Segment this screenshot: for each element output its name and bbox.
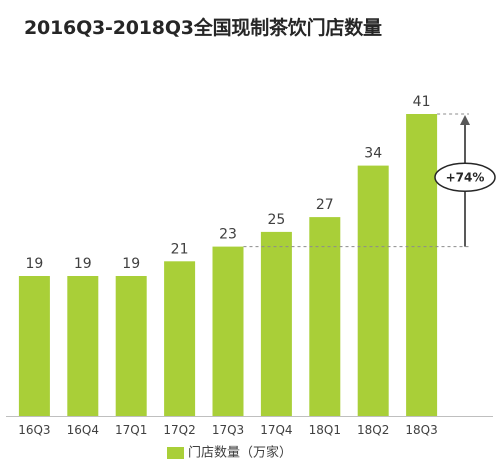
value-labels-layer: 19 19 19 21 23 25 27 34 41	[25, 94, 430, 272]
bars-layer	[18, 114, 438, 416]
value-label-18Q3: 41	[413, 94, 431, 110]
growth-label: +74%	[446, 170, 485, 184]
bar-16Q4	[67, 276, 99, 416]
value-label-17Q1: 19	[122, 256, 140, 272]
bar-18Q3	[406, 114, 438, 416]
x-tick-18Q1: 18Q1	[309, 423, 341, 437]
value-label-16Q4: 19	[74, 256, 92, 272]
value-label-17Q4: 25	[267, 212, 285, 228]
x-tick-16Q4: 16Q4	[67, 423, 99, 437]
legend-label: 门店数量（万家）	[188, 445, 292, 461]
value-label-17Q2: 21	[171, 241, 189, 257]
bar-17Q3	[212, 246, 244, 416]
bar-17Q1	[115, 276, 147, 416]
x-tick-17Q1: 17Q1	[115, 423, 147, 437]
value-label-18Q2: 34	[364, 146, 382, 162]
legend-swatch	[167, 447, 184, 459]
bar-16Q3	[18, 276, 50, 416]
growth-annotation: +74%	[243, 113, 496, 248]
value-label-16Q3: 19	[25, 256, 43, 272]
x-tick-17Q4: 17Q4	[260, 423, 292, 437]
x-ticks-layer: 16Q3 16Q4 17Q1 17Q2 17Q3 17Q4 18Q1 18Q2 18Q3	[18, 423, 438, 437]
value-label-17Q3: 23	[219, 227, 237, 243]
x-tick-18Q3: 18Q3	[405, 423, 437, 437]
x-tick-17Q3: 17Q3	[212, 423, 244, 437]
bar-18Q2	[357, 165, 389, 416]
bar-17Q4	[260, 231, 292, 416]
x-tick-18Q2: 18Q2	[357, 423, 389, 437]
x-tick-17Q2: 17Q2	[163, 423, 195, 437]
x-tick-16Q3: 16Q3	[18, 423, 50, 437]
growth-arrow-head	[460, 115, 470, 125]
growth-badge	[434, 162, 496, 193]
bar-18Q1	[309, 217, 341, 416]
value-label-18Q1: 27	[316, 197, 334, 213]
bar-17Q2	[164, 261, 196, 416]
chart-title: 2016Q3-2018Q3全国现制茶饮门店数量	[24, 17, 382, 39]
legend: 门店数量（万家）	[167, 445, 292, 461]
